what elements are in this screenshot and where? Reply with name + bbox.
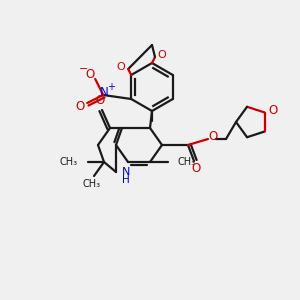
Text: CH₃: CH₃ [60, 157, 78, 167]
Text: N: N [100, 86, 109, 100]
Text: O: O [268, 104, 278, 117]
Text: O: O [208, 130, 217, 142]
Text: O: O [158, 50, 166, 60]
Text: CH₃: CH₃ [178, 157, 196, 167]
Text: −: − [79, 64, 88, 74]
Text: N: N [122, 167, 130, 177]
Text: CH₃: CH₃ [83, 179, 101, 189]
Text: O: O [191, 163, 201, 176]
Text: O: O [117, 62, 126, 72]
Text: O: O [85, 68, 95, 80]
Text: O: O [95, 94, 105, 107]
Text: +: + [107, 82, 115, 92]
Text: O: O [76, 100, 85, 113]
Text: H: H [122, 175, 130, 185]
